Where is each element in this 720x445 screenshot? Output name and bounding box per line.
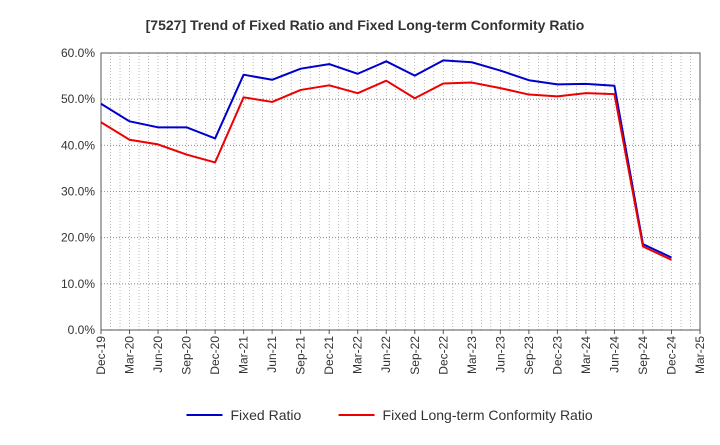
series-line — [100, 59, 672, 259]
y-tick-label: 40.0% — [61, 138, 95, 152]
legend-label: Fixed Ratio — [230, 407, 301, 423]
x-tick-label: Sep-21 — [294, 336, 308, 375]
series-line — [100, 79, 672, 261]
plot-border — [100, 52, 701, 331]
x-tick-label: Dec-24 — [664, 336, 678, 375]
x-tick-label: Dec-20 — [208, 336, 222, 375]
x-tick-label: Sep-20 — [180, 336, 194, 375]
y-tick-label: 20.0% — [61, 231, 95, 245]
x-tick-label: Mar-23 — [465, 336, 479, 374]
x-tick-label: Jun-22 — [379, 336, 393, 373]
x-tick-label: Dec-22 — [436, 336, 450, 375]
y-tick-label: 60.0% — [61, 46, 95, 60]
axes: 0.0% 10.0% 20.0% 30.0% 40.0% 50.0% 60.0% Dec-19… — [61, 46, 707, 375]
x-tick-label: Mar-22 — [351, 336, 365, 374]
x-tick-label: Dec-23 — [550, 336, 564, 375]
x-tick-label: Jun-23 — [493, 336, 507, 373]
x-tick-label: Jun-20 — [151, 336, 165, 373]
x-tick-label: Jun-21 — [265, 336, 279, 373]
legend-label: Fixed Long-term Conformity Ratio — [383, 407, 593, 423]
y-tick-label: 10.0% — [61, 277, 95, 291]
legend: Fixed Ratio Fixed Long-term Conformity Ra… — [186, 407, 593, 423]
x-tick-label: Dec-21 — [322, 336, 336, 375]
chart-title: [7527] Trend of Fixed Ratio and Fixed Lo… — [146, 17, 585, 33]
x-tick-label: Sep-22 — [408, 336, 422, 375]
x-tick-label: Sep-24 — [636, 336, 650, 375]
x-tick-label: Jun-24 — [607, 336, 621, 373]
x-tick-label: Mar-20 — [123, 336, 137, 374]
series-lines — [100, 59, 672, 261]
x-tick-label: Mar-25 — [693, 336, 707, 374]
y-tick-label: 50.0% — [61, 92, 95, 106]
x-tick-label: Dec-19 — [94, 336, 108, 375]
x-tick-label: Mar-24 — [579, 336, 593, 374]
x-tick-label: Mar-21 — [237, 336, 251, 374]
x-tick-label: Sep-23 — [522, 336, 536, 375]
grid-lines — [101, 52, 700, 330]
y-tick-label: 0.0% — [68, 323, 96, 337]
y-tick-label: 30.0% — [61, 185, 95, 199]
